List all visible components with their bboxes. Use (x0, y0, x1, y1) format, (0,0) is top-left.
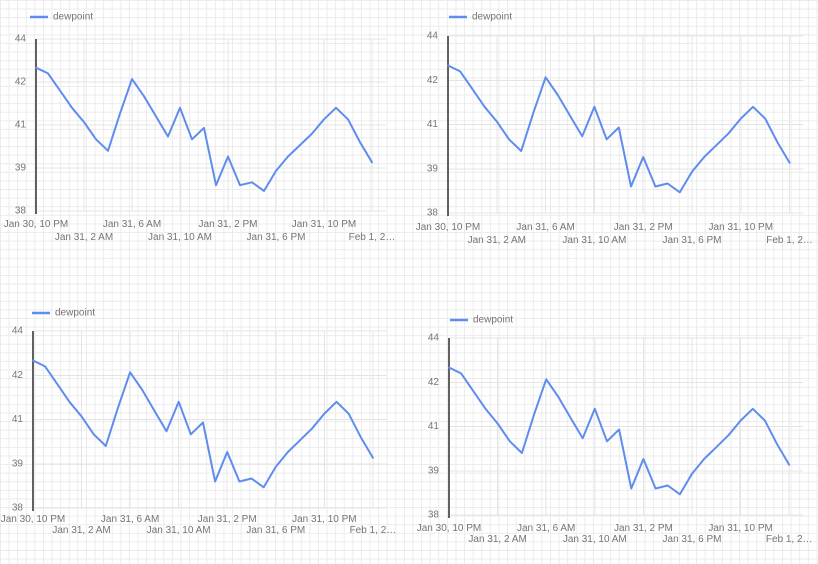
y-axis-label: 38 (12, 503, 24, 514)
x-axis-label: Jan 31, 6 PM (246, 525, 305, 536)
x-axis-label: Jan 31, 2 PM (614, 222, 673, 233)
x-axis-label: Feb 1, 2… (349, 232, 396, 243)
y-axis-label: 42 (15, 77, 27, 88)
y-axis-label: 44 (15, 34, 27, 45)
x-axis-label: Feb 1, 2… (766, 534, 813, 545)
x-axis-label: Jan 31, 10 AM (562, 235, 626, 246)
dewpoint-line[interactable] (447, 64, 791, 194)
legend-dewpoint[interactable]: dewpoint (449, 12, 512, 23)
y-axis-label: 42 (427, 75, 439, 86)
x-axis-label: Jan 31, 2 PM (199, 219, 258, 230)
y-axis-label: 39 (15, 163, 27, 174)
x-axis-label: Jan 31, 10 AM (148, 232, 212, 243)
x-axis-label: Jan 31, 10 PM (292, 219, 356, 230)
legend-label: dewpoint (53, 12, 93, 23)
dewpoint-chart-svg[interactable]: 44 42 41 39 38 Jan 30, 10 PM Jan 31, 2 AM Jan 3… (409, 0, 818, 282)
x-axis-label: Jan 31, 2 AM (55, 232, 113, 243)
x-axis-label: Jan 31, 6 PM (247, 232, 306, 243)
x-axis-label: Jan 31, 2 AM (468, 235, 526, 246)
dewpoint-chart-svg[interactable]: 44 42 41 39 38 Jan 30, 10 PM Jan 31, 2 AM Jan 3… (0, 0, 409, 282)
x-axis-label: Jan 30, 10 PM (1, 514, 65, 525)
legend-label: dewpoint (472, 12, 512, 23)
chart-panel-top-right: 44 42 41 39 38 Jan 30, 10 PM Jan 31, 2 AM Jan 3… (409, 0, 818, 282)
chart-panel-bottom-left: 44 42 41 39 38 Jan 30, 10 PM Jan 31, 2 AM Jan 3… (0, 282, 409, 564)
y-axis-label: 41 (428, 421, 440, 432)
legend-label: dewpoint (473, 315, 513, 326)
y-axis-label: 38 (427, 208, 439, 219)
dewpoint-line[interactable] (448, 366, 791, 496)
x-axis-label: Jan 30, 10 PM (416, 222, 480, 233)
y-axis-label: 42 (12, 370, 24, 381)
legend-dewpoint[interactable]: dewpoint (450, 315, 513, 326)
dewpoint-line[interactable] (32, 359, 374, 489)
y-axis-label: 39 (12, 458, 24, 469)
x-axis-label: Jan 30, 10 PM (4, 219, 68, 230)
y-axis-label: 42 (428, 377, 440, 388)
y-axis-label: 44 (427, 31, 439, 42)
x-axis-label: Jan 31, 2 PM (198, 514, 257, 525)
x-axis-label: Jan 31, 10 PM (708, 523, 772, 534)
x-axis-label: Jan 31, 6 PM (663, 534, 722, 545)
legend-dewpoint[interactable]: dewpoint (32, 308, 95, 319)
legend-dewpoint[interactable]: dewpoint (30, 12, 93, 23)
x-axis-label: Jan 31, 10 AM (147, 525, 211, 536)
y-axis-label: 41 (12, 414, 24, 425)
y-axis-label: 39 (428, 465, 440, 476)
chart-panel-bottom-right: 44 42 41 39 38 Jan 30, 10 PM Jan 31, 2 AM Jan 3… (409, 282, 818, 564)
y-axis-label: 44 (428, 333, 440, 344)
x-axis-label: Jan 31, 6 AM (103, 219, 161, 230)
y-axis-label: 41 (427, 119, 439, 130)
y-axis-label: 39 (427, 163, 439, 174)
x-axis-label: Feb 1, 2… (350, 525, 397, 536)
x-axis-label: Jan 31, 2 PM (614, 523, 673, 534)
y-axis-label: 41 (15, 120, 27, 131)
legend-label: dewpoint (55, 308, 95, 319)
y-axis-label: 38 (428, 510, 440, 521)
y-axis-label: 44 (12, 326, 24, 337)
x-axis-label: Jan 31, 6 PM (663, 235, 722, 246)
x-axis-label: Jan 31, 2 AM (468, 534, 526, 545)
x-axis-label: Jan 31, 10 AM (563, 534, 627, 545)
x-axis-label: Jan 30, 10 PM (417, 523, 481, 534)
x-axis-label: Jan 31, 2 AM (52, 525, 110, 536)
y-axis-label: 38 (15, 206, 27, 217)
x-axis-label: Jan 31, 10 PM (292, 514, 356, 525)
x-axis-label: Jan 31, 6 AM (101, 514, 159, 525)
x-axis-label: Jan 31, 10 PM (709, 222, 773, 233)
x-axis-label: Jan 31, 6 AM (516, 222, 574, 233)
chart-panel-top-left: 44 42 41 39 38 Jan 30, 10 PM Jan 31, 2 AM Jan 3… (0, 0, 409, 282)
dewpoint-line[interactable] (35, 66, 373, 192)
x-axis-label: Feb 1, 2… (766, 235, 813, 246)
x-axis-label: Jan 31, 6 AM (517, 523, 575, 534)
